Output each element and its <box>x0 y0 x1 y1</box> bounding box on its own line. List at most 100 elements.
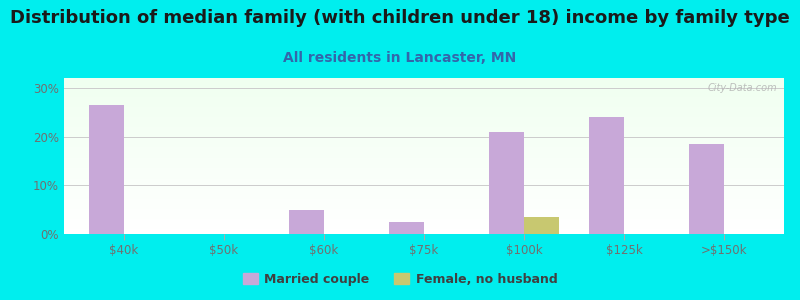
Polygon shape <box>64 140 784 141</box>
Polygon shape <box>64 228 784 229</box>
Polygon shape <box>64 114 784 115</box>
Polygon shape <box>64 105 784 106</box>
Polygon shape <box>64 189 784 190</box>
Polygon shape <box>64 230 784 231</box>
Polygon shape <box>64 116 784 117</box>
Polygon shape <box>64 177 784 178</box>
Polygon shape <box>64 135 784 136</box>
Polygon shape <box>64 169 784 170</box>
Polygon shape <box>64 180 784 181</box>
Polygon shape <box>64 125 784 126</box>
Polygon shape <box>64 89 784 90</box>
Polygon shape <box>64 185 784 186</box>
Polygon shape <box>64 136 784 137</box>
Polygon shape <box>64 220 784 221</box>
Polygon shape <box>64 81 784 82</box>
Polygon shape <box>64 101 784 102</box>
Polygon shape <box>64 148 784 149</box>
Polygon shape <box>64 197 784 198</box>
Polygon shape <box>64 211 784 212</box>
Polygon shape <box>64 142 784 143</box>
Polygon shape <box>64 212 784 213</box>
Polygon shape <box>64 224 784 225</box>
Bar <box>89 105 124 234</box>
Polygon shape <box>64 131 784 132</box>
Polygon shape <box>64 153 784 154</box>
Polygon shape <box>64 174 784 175</box>
Polygon shape <box>64 157 784 158</box>
Polygon shape <box>64 120 784 121</box>
Bar <box>689 144 724 234</box>
Polygon shape <box>64 176 784 177</box>
Bar <box>489 132 524 234</box>
Polygon shape <box>64 92 784 93</box>
Polygon shape <box>64 187 784 188</box>
Polygon shape <box>64 133 784 134</box>
Polygon shape <box>64 108 784 109</box>
Polygon shape <box>64 96 784 97</box>
Polygon shape <box>64 216 784 217</box>
Polygon shape <box>64 119 784 120</box>
Polygon shape <box>64 118 784 119</box>
Bar <box>524 217 559 234</box>
Polygon shape <box>64 147 784 148</box>
Polygon shape <box>64 104 784 105</box>
Polygon shape <box>64 117 784 118</box>
Polygon shape <box>64 138 784 139</box>
Polygon shape <box>64 86 784 87</box>
Polygon shape <box>64 183 784 184</box>
Polygon shape <box>64 155 784 156</box>
Polygon shape <box>64 206 784 207</box>
Polygon shape <box>64 227 784 228</box>
Polygon shape <box>64 90 784 91</box>
Polygon shape <box>64 229 784 230</box>
Polygon shape <box>64 175 784 176</box>
Polygon shape <box>64 154 784 155</box>
Polygon shape <box>64 121 784 122</box>
Polygon shape <box>64 150 784 151</box>
Polygon shape <box>64 161 784 162</box>
Polygon shape <box>64 82 784 83</box>
Text: City-Data.com: City-Data.com <box>707 83 777 93</box>
Polygon shape <box>64 98 784 99</box>
Polygon shape <box>64 223 784 224</box>
Polygon shape <box>64 129 784 130</box>
Polygon shape <box>64 156 784 157</box>
Polygon shape <box>64 222 784 223</box>
Polygon shape <box>64 194 784 195</box>
Bar <box>289 210 324 234</box>
Polygon shape <box>64 207 784 208</box>
Polygon shape <box>64 109 784 110</box>
Polygon shape <box>64 139 784 140</box>
Polygon shape <box>64 111 784 112</box>
Polygon shape <box>64 126 784 127</box>
Polygon shape <box>64 210 784 211</box>
Polygon shape <box>64 123 784 124</box>
Polygon shape <box>64 84 784 85</box>
Polygon shape <box>64 102 784 103</box>
Polygon shape <box>64 196 784 197</box>
Polygon shape <box>64 173 784 174</box>
Polygon shape <box>64 78 784 79</box>
Polygon shape <box>64 221 784 222</box>
Polygon shape <box>64 85 784 86</box>
Polygon shape <box>64 141 784 142</box>
Polygon shape <box>64 162 784 163</box>
Polygon shape <box>64 163 784 164</box>
Polygon shape <box>64 202 784 203</box>
Polygon shape <box>64 97 784 98</box>
Polygon shape <box>64 170 784 171</box>
Polygon shape <box>64 226 784 227</box>
Polygon shape <box>64 94 784 95</box>
Polygon shape <box>64 91 784 92</box>
Bar <box>389 222 424 234</box>
Polygon shape <box>64 184 784 185</box>
Polygon shape <box>64 88 784 89</box>
Polygon shape <box>64 231 784 232</box>
Polygon shape <box>64 214 784 215</box>
Polygon shape <box>64 158 784 159</box>
Polygon shape <box>64 192 784 193</box>
Polygon shape <box>64 115 784 116</box>
Polygon shape <box>64 100 784 101</box>
Polygon shape <box>64 79 784 80</box>
